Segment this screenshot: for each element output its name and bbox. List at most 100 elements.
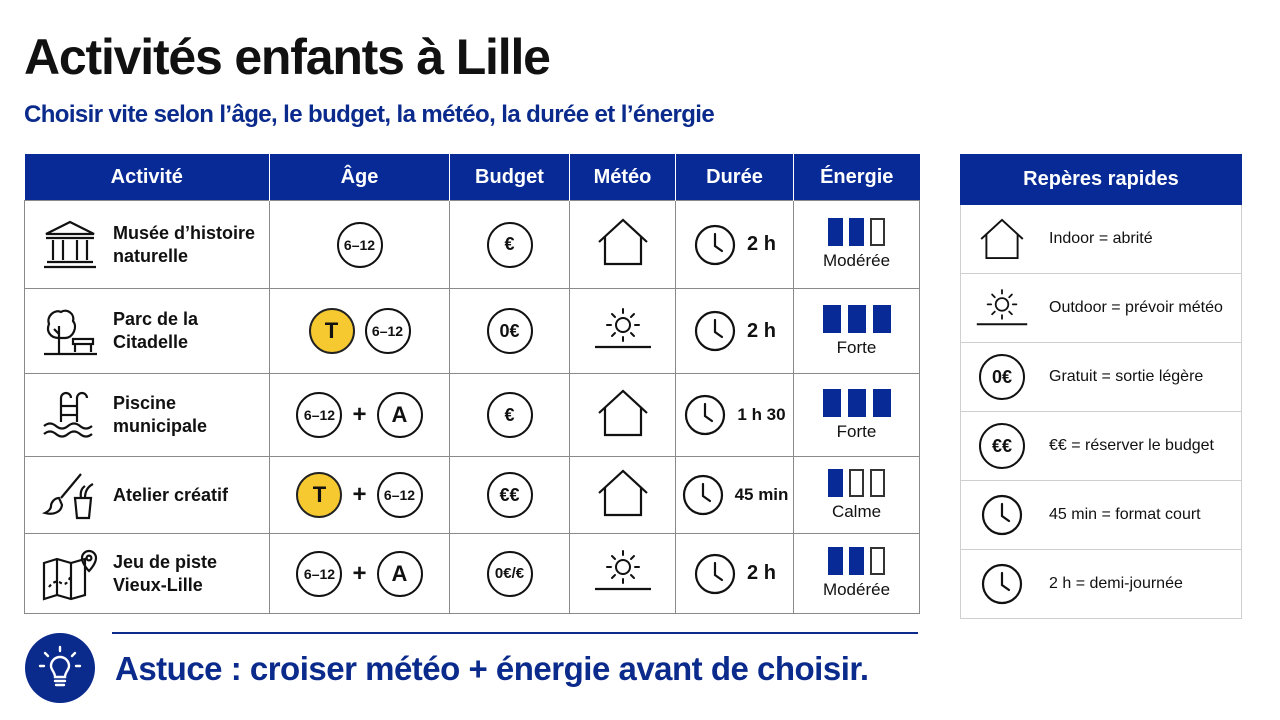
energy-label: Forte: [836, 421, 877, 441]
budget-coin: €€: [486, 472, 533, 518]
energy-bar: [828, 468, 843, 497]
activity-name: Atelier créatif: [113, 484, 229, 505]
sun-icon: [593, 545, 653, 597]
clock-icon: [693, 223, 737, 267]
plus-sign: +: [352, 481, 367, 508]
energy-bar: [872, 304, 891, 333]
duration-content: 2 h: [676, 223, 793, 267]
table-header-row: Activité Âge Budget Météo Durée Énergie: [24, 154, 920, 201]
duration-value: 2 h: [747, 319, 776, 342]
plus-sign: +: [352, 401, 367, 428]
duration-value: 1 h 30: [737, 405, 786, 424]
legend-coin: 0€: [979, 354, 1025, 400]
energy-bars: [828, 547, 885, 575]
budget-cell: €: [449, 200, 570, 289]
clock-icon: [681, 473, 725, 517]
activity-content: Atelier créatif: [25, 468, 269, 522]
table-row: Piscine municipale 6–12 + A €1 h 30 Forte: [24, 373, 920, 457]
legend-label: Indoor = abrité: [1049, 230, 1153, 247]
sun-icon: [593, 303, 653, 355]
budget-coin: 0€/€: [486, 550, 533, 597]
weather-cell: [569, 456, 676, 534]
activity-name: Piscine municipale: [113, 393, 208, 436]
age-badge: 6–12: [376, 472, 423, 518]
energy-content: Calme: [794, 468, 919, 522]
budget-cell: 0€: [449, 288, 570, 374]
energy-bar: [849, 218, 864, 246]
house-icon: [975, 215, 1029, 263]
age-badge: 6–12: [296, 392, 343, 438]
legend-label: Gratuit = sortie légère: [1049, 368, 1204, 385]
activity-cell: Piscine municipale: [24, 373, 270, 457]
budget-coin: 0€: [486, 308, 533, 354]
legend-item: Outdoor = prévoir météo: [960, 274, 1242, 343]
age-badge: 6–12: [296, 550, 343, 597]
page-subtitle: Choisir vite selon l’âge, le budget, la …: [24, 101, 715, 128]
age-badges: 6–12 + A: [270, 392, 449, 438]
energy-bars: [822, 388, 891, 417]
duration-cell: 1 h 30: [675, 373, 794, 457]
age-badge: 6–12: [364, 308, 411, 354]
energy-bar: [822, 304, 841, 333]
museum-icon: [41, 218, 99, 272]
legend-label: 45 min = format court: [1049, 506, 1201, 523]
energy-label: Modérée: [822, 580, 891, 599]
header-duration: Durée: [675, 154, 794, 201]
legend-item: Indoor = abrité: [960, 205, 1242, 274]
energy-bar: [828, 547, 843, 575]
header-budget: Budget: [449, 154, 570, 201]
energy-bars: [828, 218, 885, 246]
clock-icon: [975, 560, 1029, 608]
activity-name: Parc de la Citadelle: [113, 309, 199, 352]
clock-icon: [693, 309, 737, 353]
energy-cell: Forte: [793, 288, 920, 374]
age-cell: 6–12 + A: [269, 373, 450, 457]
age-cell: T 6–12: [269, 288, 450, 374]
weather-cell: [569, 200, 676, 289]
budget-coin: €: [486, 221, 533, 268]
energy-cell: Forte: [793, 373, 920, 457]
activity-cell: Jeu de piste Vieux-Lille: [24, 533, 270, 614]
duration-value: 45 min: [734, 485, 789, 504]
energy-label: Calme: [831, 501, 882, 521]
clock-icon: [683, 393, 727, 437]
duration-cell: 2 h: [675, 288, 794, 374]
energy-content: Forte: [794, 304, 919, 358]
activity-name: Jeu de piste Vieux-Lille: [113, 551, 218, 595]
budget-cell: €€: [449, 456, 570, 534]
legend-item: €€ €€ = réserver le budget: [960, 412, 1242, 481]
energy-cell: Modérée: [793, 200, 920, 289]
activity-cell: Parc de la Citadelle: [24, 288, 270, 374]
table-row: Jeu de piste Vieux-Lille 6–12 + A 0€/€ 2 h Mod…: [24, 533, 920, 614]
energy-cell: Calme: [793, 456, 920, 534]
age-badges: T 6–12: [270, 308, 449, 354]
adult-badge: A: [376, 392, 423, 438]
sun-icon: [975, 284, 1029, 332]
energy-bar: [847, 304, 866, 333]
duration-content: 2 h: [676, 309, 793, 353]
table-row: Atelier créatif T +6–12 €€ 45 min Calme: [24, 456, 920, 534]
age-badges: T +6–12: [270, 472, 449, 518]
legend-item: 45 min = format court: [960, 481, 1242, 550]
age-cell: T +6–12: [269, 456, 450, 534]
activity-name: Musée d’histoire naturelle: [113, 222, 256, 266]
energy-bars: [822, 304, 891, 333]
energy-bar: [870, 218, 885, 246]
budget-cell: €: [449, 373, 570, 457]
quick-guide-panel: Repères rapides Indoor = abrité Outdoor =…: [960, 154, 1242, 619]
tip-text: Astuce : croiser météo + énergie avant d…: [115, 650, 869, 687]
energy-bar: [828, 218, 843, 246]
budget-coin: €: [486, 392, 533, 438]
legend-item: 2 h = demi-journée: [960, 550, 1242, 619]
weather-cell: [569, 288, 676, 374]
adult-badge: A: [376, 550, 423, 597]
legend-label: 2 h = demi-journée: [1049, 575, 1183, 592]
energy-content: Forte: [794, 388, 919, 442]
activity-cell: Musée d’histoire naturelle: [24, 200, 270, 289]
house-icon: [593, 216, 653, 268]
energy-cell: Modérée: [793, 533, 920, 614]
energy-bars: [828, 468, 885, 497]
age-badges: 6–12 + A: [270, 550, 449, 597]
age-badge: 6–12: [336, 221, 383, 268]
legend-item: 0€ Gratuit = sortie légère: [960, 343, 1242, 412]
